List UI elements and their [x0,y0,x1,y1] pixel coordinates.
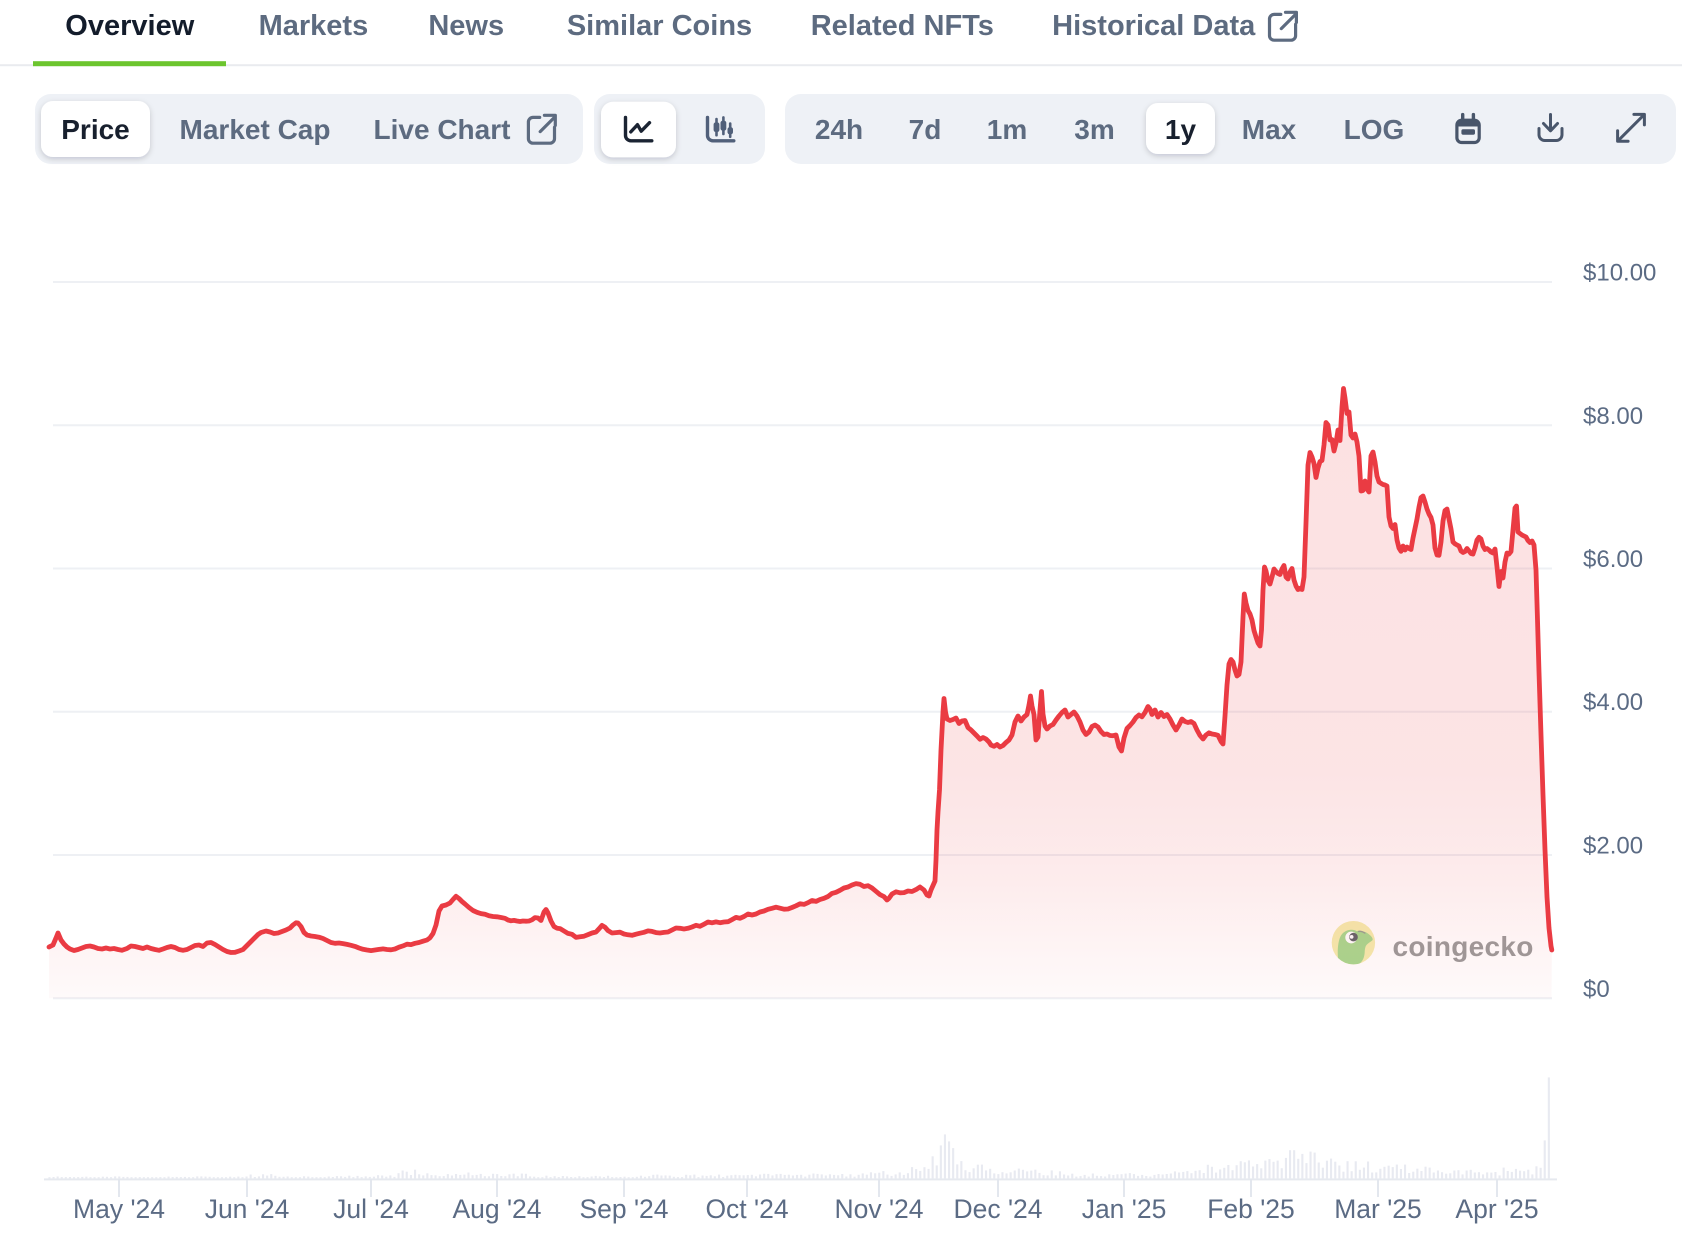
svg-text:Nov '24: Nov '24 [834,1194,923,1224]
svg-text:Apr '25: Apr '25 [1455,1194,1538,1224]
svg-text:Markets: Markets [259,10,369,42]
svg-text:$8.00: $8.00 [1583,403,1643,430]
svg-text:Mar '25: Mar '25 [1334,1194,1422,1224]
svg-text:$2.00: $2.00 [1583,833,1643,860]
svg-text:3m: 3m [1074,114,1114,145]
svg-text:Max: Max [1242,114,1297,145]
svg-text:LOG: LOG [1344,114,1405,145]
svg-text:Aug '24: Aug '24 [452,1194,541,1224]
svg-text:Live Chart: Live Chart [374,114,511,145]
svg-text:$10.00: $10.00 [1583,260,1656,287]
svg-text:Feb '25: Feb '25 [1207,1194,1295,1224]
svg-text:Dec '24: Dec '24 [953,1194,1042,1224]
svg-text:$4.00: $4.00 [1583,689,1643,716]
svg-text:May '24: May '24 [73,1194,165,1224]
svg-text:Market Cap: Market Cap [180,114,331,145]
svg-text:Oct '24: Oct '24 [705,1194,788,1224]
svg-text:Jun '24: Jun '24 [205,1194,290,1224]
svg-text:Jan '25: Jan '25 [1082,1194,1167,1224]
svg-text:Sep '24: Sep '24 [579,1194,668,1224]
svg-text:Similar Coins: Similar Coins [567,10,752,42]
svg-text:$6.00: $6.00 [1583,546,1643,573]
svg-text:$0: $0 [1583,976,1610,1003]
svg-text:News: News [428,10,504,42]
svg-text:Jul '24: Jul '24 [333,1194,409,1224]
svg-text:1m: 1m [987,114,1027,145]
svg-text:7d: 7d [909,114,942,145]
svg-text:1y: 1y [1165,114,1197,145]
svg-text:Historical Data: Historical Data [1052,10,1256,42]
svg-text:24h: 24h [815,114,863,145]
svg-text:Related NFTs: Related NFTs [811,10,994,42]
svg-text:Price: Price [61,114,130,145]
svg-text:Overview: Overview [65,10,194,42]
